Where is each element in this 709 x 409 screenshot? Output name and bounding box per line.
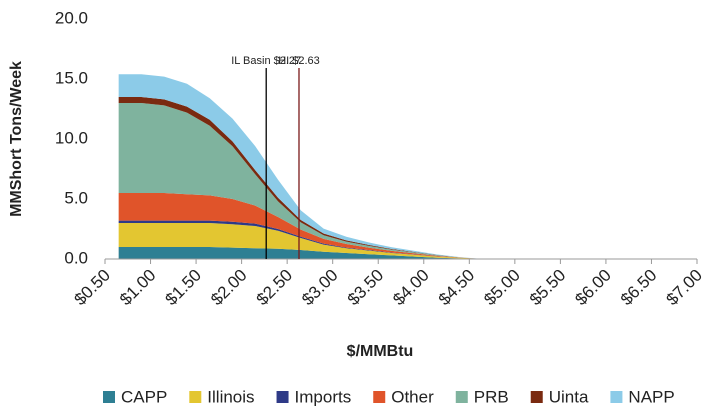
x-tick-label: $0.50: [70, 266, 114, 310]
y-axis-label: MMShort Tons/Week: [8, 61, 25, 217]
x-axis-label: $/MMBtu: [347, 343, 414, 360]
x-tick-label: $1.00: [116, 266, 160, 310]
x-tick-label: $5.50: [526, 266, 570, 310]
x-tick-label: $6.00: [571, 266, 615, 310]
y-tick-label: 20.0: [55, 8, 88, 27]
x-tick-label: $2.50: [253, 266, 297, 310]
y-tick-label: 5.0: [64, 188, 88, 207]
legend-label: Illinois: [207, 387, 254, 406]
area: [118, 247, 483, 259]
x-tick-label: $7.00: [662, 266, 706, 310]
x-tick-label: $3.00: [298, 266, 342, 310]
legend-swatch: [455, 391, 468, 403]
legend-label: PRB: [474, 387, 509, 406]
x-tick-label: $5.00: [480, 266, 524, 310]
x-tick-label: $1.50: [162, 266, 206, 310]
x-tick-label: $2.00: [207, 266, 251, 310]
area: [118, 74, 483, 259]
legend-label: Uinta: [549, 387, 589, 406]
legend-swatch: [189, 391, 202, 403]
area: [118, 223, 483, 259]
legend-swatch: [373, 391, 386, 403]
legend-swatch: [276, 391, 289, 403]
y-tick-label: 10.0: [55, 128, 88, 147]
area: [118, 193, 483, 259]
x-tick-label: $6.50: [617, 266, 661, 310]
x-tick-label: $4.50: [435, 266, 479, 310]
x-tick-label: $3.50: [344, 266, 388, 310]
y-tick-label: 0.0: [64, 248, 88, 267]
annotation-label: HI $2.63: [278, 55, 320, 67]
legend-swatch: [530, 391, 543, 403]
annotation-label: IL Basin $2.27: [231, 55, 301, 67]
legend-label: Other: [391, 387, 434, 406]
legend-swatch: [103, 391, 115, 403]
legend-label: NAPP: [628, 387, 674, 406]
y-tick-label: 15.0: [55, 68, 88, 87]
legend-swatch: [610, 391, 623, 403]
x-tick-label: $4.00: [389, 266, 433, 310]
area: [118, 103, 483, 259]
legend-label: CAPP: [121, 387, 167, 406]
legend-label: Imports: [295, 387, 352, 406]
